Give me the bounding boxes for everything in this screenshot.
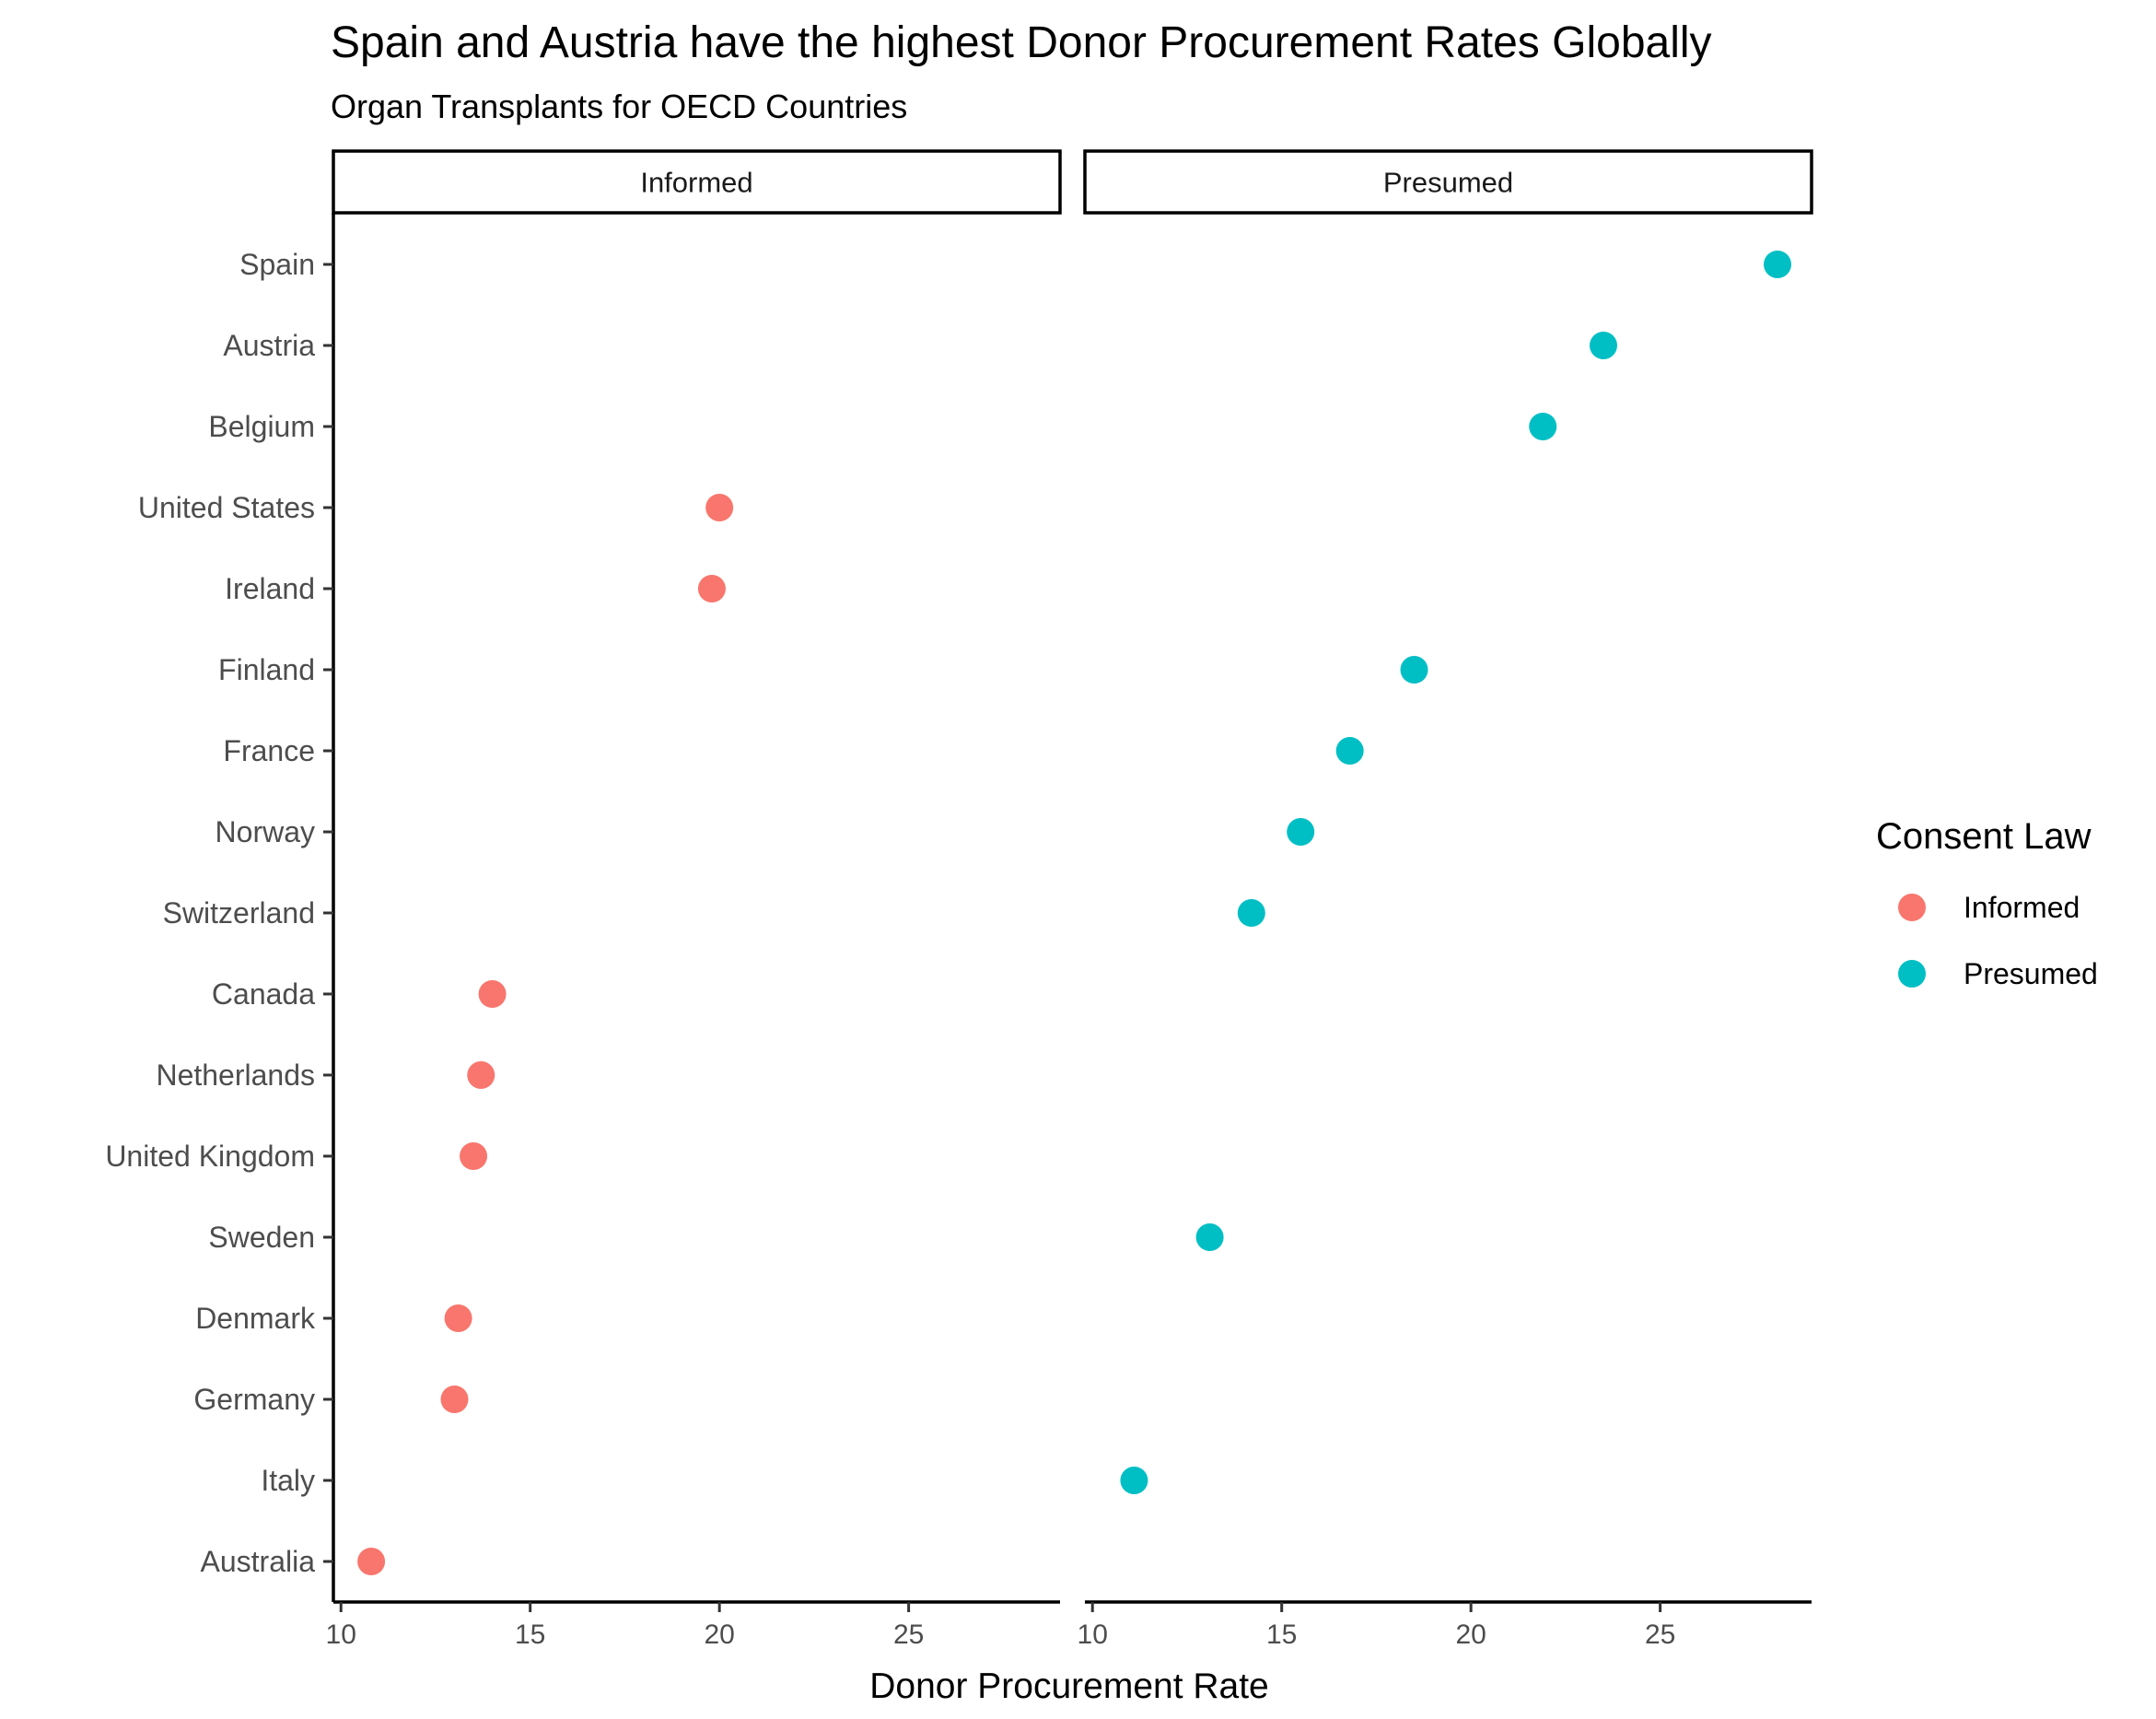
y-tick-label-norway: Norway — [216, 815, 315, 848]
chart-subtitle: Organ Transplants for OECD Countries — [331, 88, 907, 125]
legend-key-informed — [1898, 894, 1926, 921]
point-austria — [1589, 332, 1617, 359]
facet-label-informed: Informed — [640, 167, 752, 199]
legend-title: Consent Law — [1876, 816, 2092, 857]
facet-strip-informed — [332, 149, 1062, 215]
x-axis-title: Donor Procurement Rate — [869, 1666, 1269, 1706]
y-tick-label-switzerland: Switzerland — [163, 896, 315, 930]
point-spain — [1764, 251, 1792, 278]
facet-label-presumed: Presumed — [1383, 167, 1513, 199]
point-netherlands — [467, 1061, 495, 1089]
x-tick-label: 10 — [326, 1620, 356, 1650]
y-tick-label-france: France — [223, 734, 315, 767]
facet-panels: Informed 10 15 20 25 Presumed 10 15 20 25 — [326, 149, 1813, 1650]
y-tick-label-finland: Finland — [218, 653, 315, 686]
point-australia — [357, 1548, 386, 1575]
point-united-kingdom — [460, 1142, 488, 1170]
x-tick-label: 15 — [515, 1620, 545, 1650]
legend-label-presumed: Presumed — [1964, 957, 2098, 990]
y-tick-label-austria: Austria — [223, 329, 315, 362]
legend-key-presumed — [1898, 960, 1926, 988]
x-tick-label: 20 — [1455, 1620, 1486, 1650]
y-tick-label-netherlands: Netherlands — [156, 1058, 315, 1092]
point-finland — [1400, 656, 1428, 684]
point-italy — [1120, 1467, 1148, 1494]
legend-label-informed: Informed — [1964, 891, 2080, 924]
point-belgium — [1529, 413, 1557, 440]
point-switzerland — [1237, 899, 1265, 927]
y-tick-label-canada: Canada — [212, 977, 315, 1011]
y-axis: Spain Austria Belgium United States Ireland F… — [105, 213, 335, 1602]
x-tick-label: 20 — [704, 1620, 734, 1650]
point-norway — [1287, 818, 1315, 846]
y-tick-label-germany: Germany — [193, 1383, 315, 1416]
y-tick-label-ireland: Ireland — [225, 572, 315, 605]
legend: Consent Law Informed Presumed — [1876, 816, 2098, 990]
point-france — [1335, 737, 1364, 765]
point-sweden — [1195, 1223, 1224, 1251]
y-tick-label-australia: Australia — [201, 1545, 316, 1578]
y-tick-label-italy: Italy — [261, 1464, 315, 1497]
point-united-states — [705, 494, 734, 521]
chart-title: Spain and Austria have the highest Donor… — [331, 18, 1712, 67]
x-tick-label: 25 — [893, 1620, 924, 1650]
y-tick-label-belgium: Belgium — [208, 410, 315, 443]
y-tick-label-spain: Spain — [239, 248, 315, 281]
y-tick-label-united-states: United States — [138, 491, 315, 524]
point-ireland — [697, 575, 726, 602]
point-denmark — [444, 1304, 472, 1332]
x-tick-label: 25 — [1645, 1620, 1675, 1650]
data-points — [357, 251, 1792, 1575]
facet-strip-presumed — [1083, 149, 1813, 215]
point-germany — [440, 1386, 469, 1413]
y-tick-label-sweden: Sweden — [208, 1221, 315, 1254]
point-canada — [478, 980, 507, 1008]
x-tick-label: 10 — [1078, 1620, 1108, 1650]
y-tick-label-denmark: Denmark — [195, 1302, 316, 1335]
y-tick-label-united-kingdom: United Kingdom — [105, 1140, 315, 1173]
x-tick-label: 15 — [1266, 1620, 1297, 1650]
